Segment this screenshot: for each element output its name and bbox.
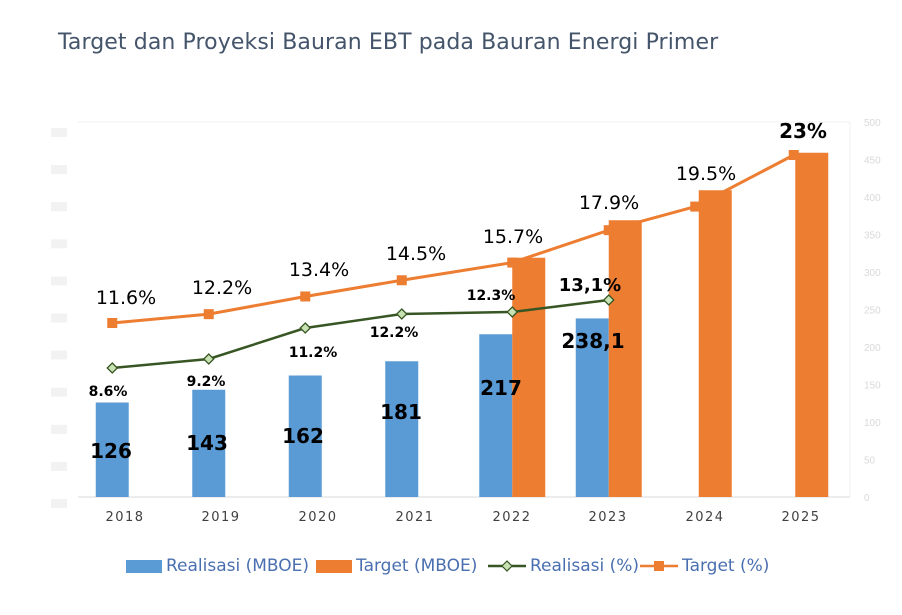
right-axis: 0 50 100 150 200 250 300 350 400 450 500 [864, 118, 881, 504]
right-axis-tick-label: 200 [864, 343, 881, 354]
realisasi-pct-polyline [112, 298, 609, 370]
legend-item-realisasi-mboe: Realisasi (MBOE) [126, 556, 309, 576]
legend-swatch-target-bar [316, 559, 352, 573]
left-axis-block [51, 128, 67, 137]
target-pct-label: 19.5% [676, 163, 736, 185]
right-axis-tick-label: 50 [864, 456, 876, 467]
realisasi-bars [95, 318, 609, 497]
left-axis-block [51, 387, 67, 397]
legend-item-target-pct: Target (%) [640, 556, 769, 576]
x-tick-label-2024: 2024 [685, 510, 724, 525]
realisasi-bar-2021 [385, 361, 419, 497]
chart-title: Target dan Proyeksi Bauran EBT pada Baur… [58, 30, 719, 55]
realisasi-bar-label: 126 [90, 439, 132, 463]
left-axis-block [51, 202, 67, 212]
left-axis-block [51, 424, 67, 434]
legend-item-target-mboe: Target (MBOE) [316, 556, 477, 576]
target-pct-label: 12.2% [192, 277, 252, 299]
realisasi-bar-label: 217 [480, 376, 522, 400]
left-axis-block [51, 276, 67, 286]
right-axis-tick-label: 300 [864, 268, 881, 279]
legend-swatch-realisasi-line [488, 560, 526, 572]
realisasi-pct-marker-2019 [202, 353, 215, 365]
target-pct-label: 13.4% [289, 259, 349, 281]
right-axis-tick-label: 150 [864, 381, 881, 392]
x-tick-label-2025: 2025 [781, 510, 820, 525]
realisasi-pct-marker-2022 [506, 306, 519, 318]
target-pct-marker-2021 [396, 275, 407, 286]
x-tick-label-2022: 2022 [492, 510, 531, 525]
realisasi-bar-2020 [288, 375, 322, 497]
legend: Realisasi (MBOE) Target (MBOE) Realisasi… [0, 556, 902, 582]
x-tick-label-2021: 2021 [395, 510, 434, 525]
left-axis-placeholders [51, 128, 67, 508]
right-axis-tick-label: 400 [864, 193, 881, 204]
target-pct-label: 23% [779, 119, 827, 143]
target-pct-marker-2024 [690, 201, 701, 212]
right-axis-tick-label: 100 [864, 418, 881, 429]
legend-swatch-realisasi-bar [126, 559, 162, 573]
realisasi-pct-marker-2020 [299, 322, 312, 334]
target-bars [512, 152, 829, 497]
x-tick-label-2019: 2019 [201, 510, 240, 525]
realisasi-pct-marker-2021 [395, 308, 408, 320]
realisasi-bar-2023 [575, 318, 609, 497]
target-pct-marker-2022 [507, 257, 518, 268]
x-tick-label-2020: 2020 [298, 510, 337, 525]
data-labels: 11.6% 12.2% 13.4% 14.5% 15.7% 17.9% 19.5% 23% 8.… [89, 119, 827, 463]
right-axis-tick-label: 0 [864, 493, 870, 504]
right-axis-tick-label: 250 [864, 306, 881, 317]
target-pct-label: 17.9% [579, 192, 639, 214]
left-axis-block [51, 239, 67, 249]
target-bar-2024 [698, 190, 732, 497]
realisasi-bar-label: 162 [282, 424, 324, 448]
right-axis-tick-label: 500 [864, 118, 881, 129]
x-tick-label-2018: 2018 [105, 510, 144, 525]
target-bar-2023 [608, 220, 642, 497]
left-axis-block [51, 350, 67, 360]
legend-label: Target (MBOE) [356, 556, 478, 576]
left-axis-block [51, 461, 67, 471]
legend-item-realisasi-pct: Realisasi (%) [488, 556, 639, 576]
realisasi-pct-line [106, 294, 615, 374]
target-pct-marker-2023 [603, 225, 614, 236]
target-pct-marker-2025 [788, 150, 799, 160]
target-pct-marker-2018 [107, 318, 118, 328]
realisasi-bar-2022 [479, 334, 513, 497]
target-pct-marker-2019 [203, 309, 214, 320]
target-pct-polyline [112, 153, 795, 325]
x-tick-label-2023: 2023 [588, 510, 627, 525]
realisasi-bar-label: 181 [380, 400, 422, 424]
realisasi-pct-marker-2023 [602, 294, 615, 306]
realisasi-pct-label: 8.6% [89, 384, 128, 400]
target-pct-marker-2020 [300, 291, 311, 302]
realisasi-bar-label: 238,1 [561, 329, 624, 353]
target-pct-line [107, 150, 799, 328]
target-bar-2022 [512, 257, 546, 497]
realisasi-pct-label: 13,1% [559, 275, 621, 296]
realisasi-bar-label: 143 [186, 431, 228, 455]
realisasi-pct-label: 9.2% [187, 374, 226, 390]
left-axis-block [51, 313, 67, 323]
legend-label: Realisasi (%) [530, 556, 640, 576]
legend-label: Realisasi (MBOE) [166, 556, 310, 576]
target-pct-label: 14.5% [386, 243, 446, 265]
realisasi-pct-label: 11.2% [289, 345, 338, 361]
realisasi-pct-label: 12.2% [370, 325, 419, 341]
target-pct-label: 15.7% [483, 226, 543, 248]
realisasi-pct-label: 12.3% [467, 288, 516, 304]
target-pct-label: 11.6% [96, 287, 156, 309]
x-axis: 2018 2019 2020 2021 2022 2023 2024 2025 [105, 510, 820, 525]
left-axis-block [51, 499, 67, 508]
left-axis-block [51, 165, 67, 175]
realisasi-bar-2019 [192, 389, 226, 497]
legend-swatch-target-line [640, 561, 678, 571]
right-axis-tick-label: 350 [864, 231, 881, 242]
right-axis-tick-label: 450 [864, 156, 881, 167]
realisasi-pct-marker-2018 [106, 362, 119, 374]
legend-label: Target (%) [682, 556, 770, 576]
target-bar-2025 [795, 152, 829, 497]
realisasi-bar-2018 [95, 402, 129, 497]
